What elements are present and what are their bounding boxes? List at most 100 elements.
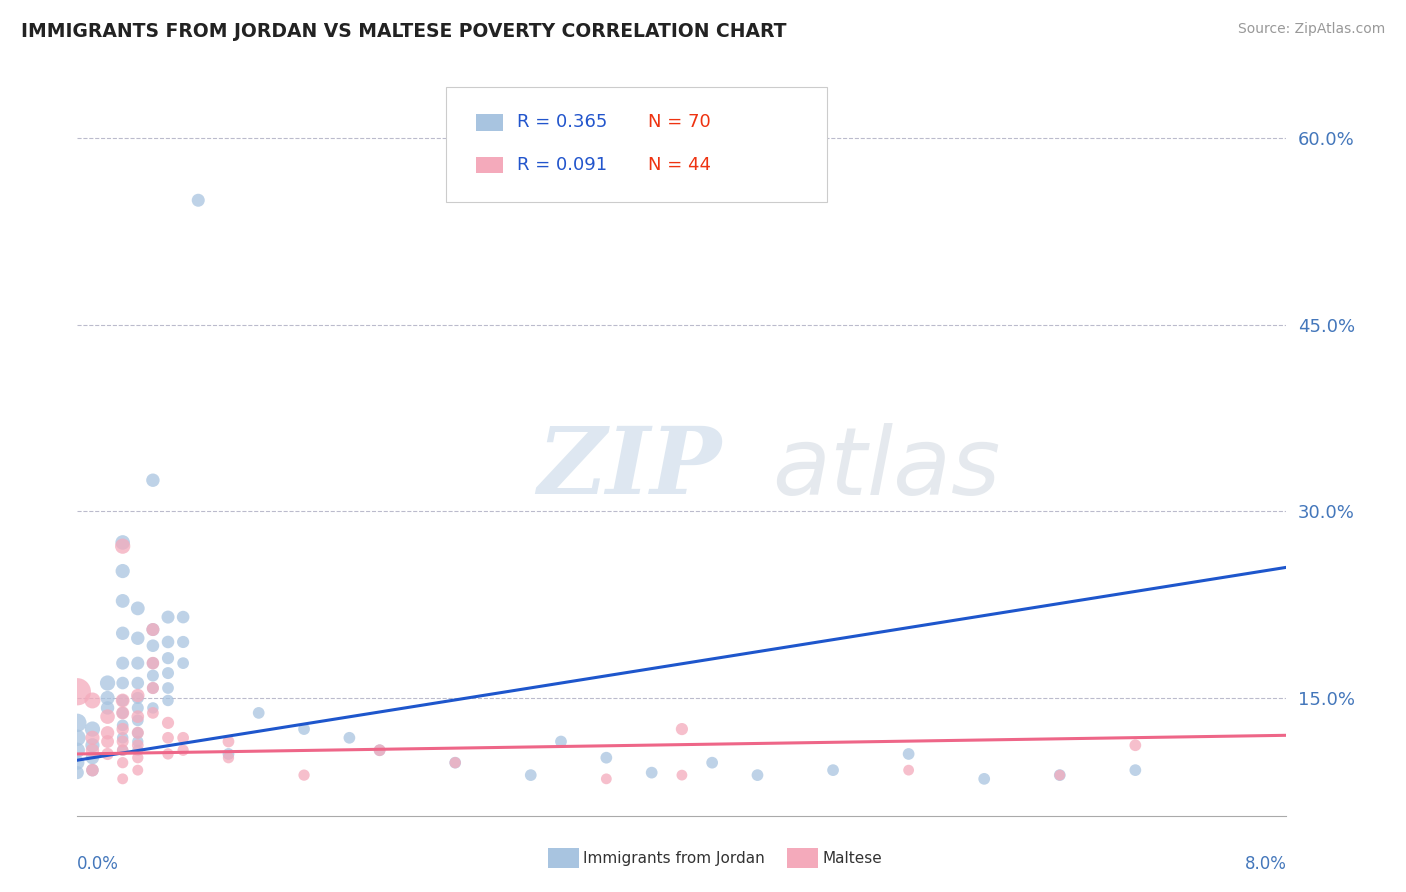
Point: [127, 709, 149, 723]
Point: [1049, 768, 1071, 782]
FancyBboxPatch shape: [477, 114, 503, 130]
Point: [142, 706, 165, 720]
Text: ZIP: ZIP: [537, 423, 721, 513]
Point: [142, 668, 165, 682]
Point: [127, 750, 149, 764]
Text: Maltese: Maltese: [823, 851, 882, 865]
Point: [111, 676, 134, 690]
Point: [157, 681, 180, 695]
Point: [111, 539, 134, 553]
Point: [172, 656, 194, 670]
Point: [157, 610, 180, 624]
Text: IMMIGRANTS FROM JORDAN VS MALTESE POVERTY CORRELATION CHART: IMMIGRANTS FROM JORDAN VS MALTESE POVERT…: [21, 22, 786, 41]
Point: [172, 743, 194, 757]
Point: [111, 706, 134, 720]
Point: [747, 768, 769, 782]
Text: R = 0.091: R = 0.091: [517, 156, 607, 174]
Point: [1049, 768, 1071, 782]
Point: [142, 623, 165, 637]
Point: [111, 772, 134, 786]
Point: [157, 693, 180, 707]
Point: [96, 709, 118, 723]
Point: [172, 610, 194, 624]
Point: [157, 635, 180, 649]
Point: [66, 715, 89, 730]
Point: [142, 623, 165, 637]
Point: [641, 765, 664, 780]
Point: [82, 763, 104, 777]
Point: [66, 765, 89, 780]
Point: [292, 722, 315, 736]
Point: [111, 756, 134, 770]
Point: [157, 666, 180, 681]
Point: [111, 656, 134, 670]
Point: [127, 656, 149, 670]
Point: [127, 738, 149, 752]
Point: [111, 693, 134, 707]
Point: [111, 706, 134, 720]
Point: [142, 701, 165, 715]
Point: [111, 743, 134, 757]
Point: [66, 731, 89, 745]
Point: [96, 676, 118, 690]
Point: [897, 763, 920, 777]
Point: [111, 564, 134, 578]
Point: [82, 743, 104, 757]
Point: [82, 722, 104, 736]
Point: [82, 750, 104, 764]
Point: [157, 651, 180, 665]
Point: [127, 690, 149, 705]
Point: [127, 734, 149, 748]
Text: N = 44: N = 44: [648, 156, 711, 174]
Point: [111, 722, 134, 736]
Point: [339, 731, 360, 745]
Point: [218, 747, 240, 761]
Point: [172, 731, 194, 745]
Point: [247, 706, 270, 720]
Point: [82, 738, 104, 752]
Point: [1125, 738, 1147, 752]
Point: [218, 750, 240, 764]
Point: [671, 768, 693, 782]
Point: [671, 722, 693, 736]
Text: N = 70: N = 70: [648, 113, 711, 131]
Point: [142, 681, 165, 695]
Point: [595, 772, 617, 786]
Point: [111, 693, 134, 707]
FancyBboxPatch shape: [548, 848, 579, 868]
Point: [218, 734, 240, 748]
Point: [127, 714, 149, 728]
Point: [157, 747, 180, 761]
Point: [111, 743, 134, 757]
Point: [368, 743, 391, 757]
Point: [368, 743, 391, 757]
Point: [66, 743, 89, 757]
Point: [127, 743, 149, 757]
Point: [142, 473, 165, 487]
Point: [111, 718, 134, 732]
Text: 8.0%: 8.0%: [1244, 855, 1286, 873]
Point: [96, 690, 118, 705]
Text: Immigrants from Jordan: Immigrants from Jordan: [583, 851, 765, 865]
Point: [111, 731, 134, 745]
Point: [823, 763, 845, 777]
Point: [142, 681, 165, 695]
Point: [550, 734, 572, 748]
Point: [973, 772, 995, 786]
FancyBboxPatch shape: [446, 87, 827, 202]
Point: [96, 734, 118, 748]
Point: [157, 715, 180, 730]
Point: [187, 193, 209, 207]
Point: [96, 726, 118, 740]
Text: atlas: atlas: [773, 423, 1001, 514]
Point: [127, 726, 149, 740]
Point: [595, 750, 617, 764]
Point: [444, 756, 467, 770]
Point: [142, 639, 165, 653]
Point: [172, 635, 194, 649]
FancyBboxPatch shape: [787, 848, 818, 868]
Point: [702, 756, 724, 770]
Point: [111, 594, 134, 608]
Point: [82, 693, 104, 707]
Point: [127, 601, 149, 615]
